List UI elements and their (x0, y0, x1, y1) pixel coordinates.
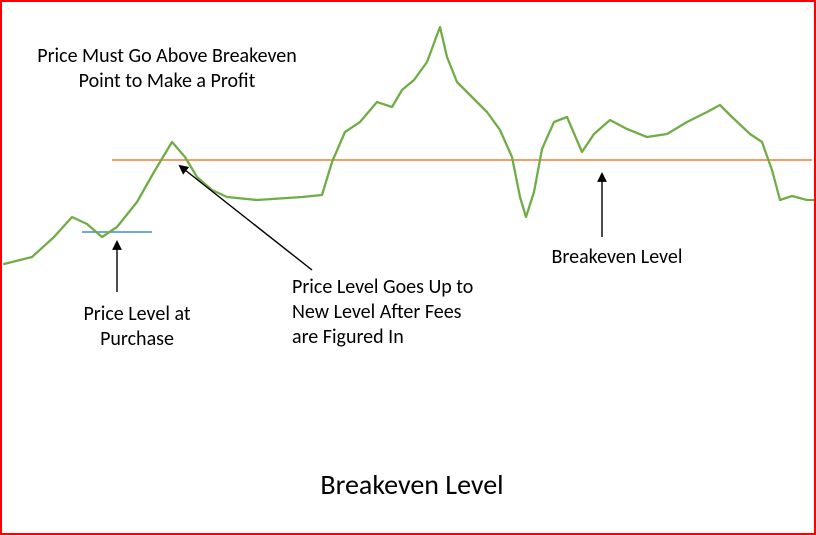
breakeven-level-text: Breakeven Level (527, 245, 707, 270)
purchase-level-text: Price Level at Purchase (62, 302, 212, 352)
top-note-text: Price Must Go Above Breakeven Point to M… (37, 44, 297, 94)
fees-arrow (180, 166, 312, 270)
chart-title: Breakeven Level (262, 467, 562, 502)
fees-note-text: Price Level Goes Up to New Level After F… (292, 275, 482, 350)
chart-frame: Price Must Go Above Breakeven Point to M… (0, 0, 816, 535)
